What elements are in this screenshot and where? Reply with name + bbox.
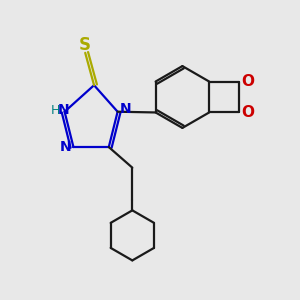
Text: N: N [120, 102, 132, 116]
Text: S: S [79, 37, 91, 55]
Text: N: N [57, 103, 69, 117]
Text: O: O [241, 74, 254, 89]
Text: N: N [59, 140, 71, 154]
Text: H: H [50, 104, 60, 117]
Text: O: O [241, 105, 254, 120]
